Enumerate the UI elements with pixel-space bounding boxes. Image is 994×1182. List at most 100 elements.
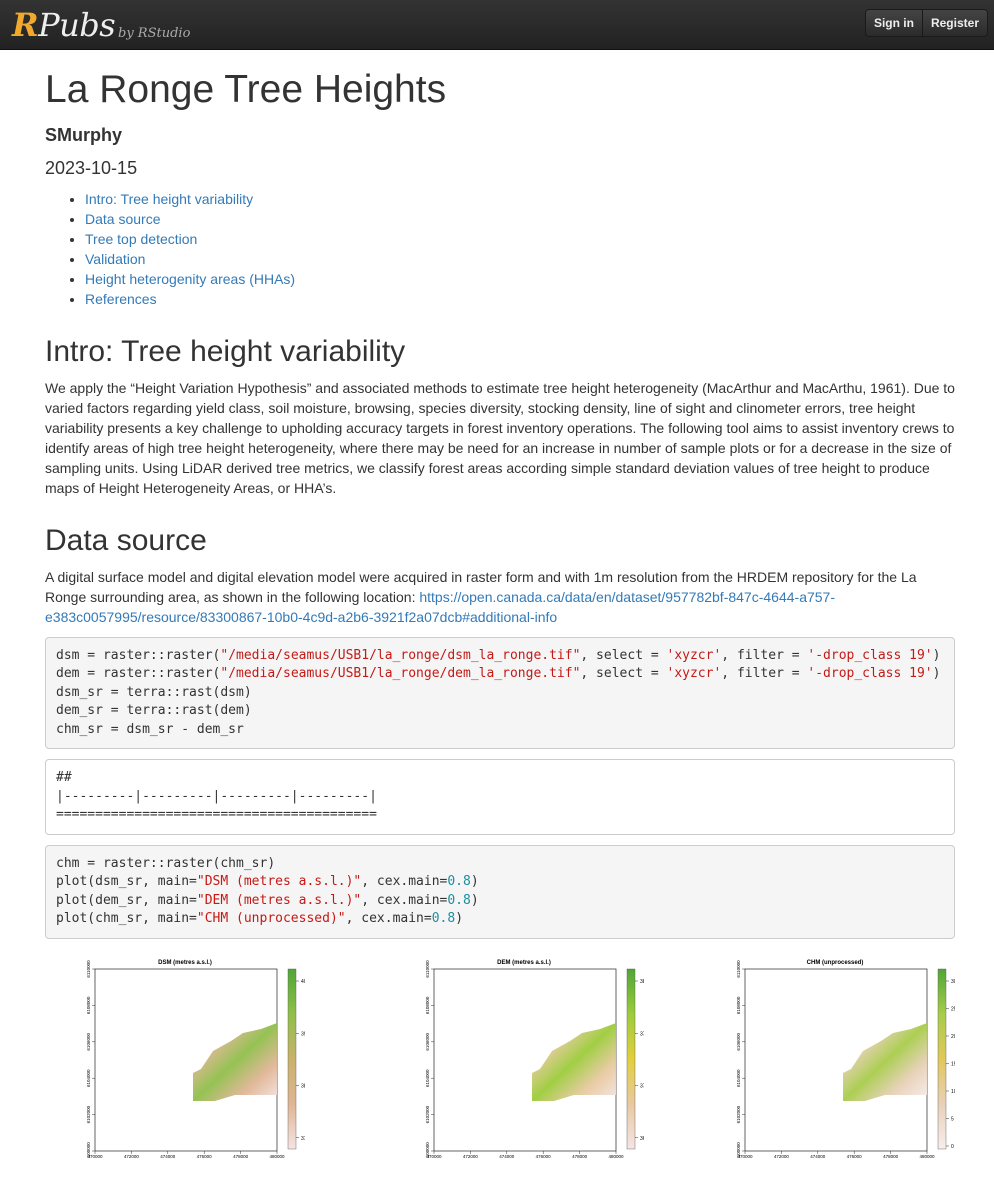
toc-link-validation[interactable]: Validation bbox=[85, 250, 146, 267]
code-token: , cex.main= bbox=[345, 911, 432, 927]
toc-item: Height heterogenity areas (HHAs) bbox=[85, 269, 955, 289]
x-tick-label: 480000 bbox=[919, 1154, 935, 1158]
y-tick-label: 6100000 bbox=[736, 1142, 741, 1158]
x-tick-label: 472000 bbox=[124, 1154, 140, 1158]
code-token: dsm_sr = terra::rast(dsm) bbox=[56, 684, 252, 700]
legend-label: 380 bbox=[640, 979, 644, 985]
y-tick-label: 6104000 bbox=[86, 1069, 91, 1087]
x-tick-label: 480000 bbox=[608, 1154, 624, 1158]
code-block-load-rasters[interactable]: dsm = raster::raster("/media/seamus/USB1… bbox=[45, 636, 955, 750]
code-block-plots[interactable]: chm = raster::raster(chm_sr) plot(dsm_sr… bbox=[45, 844, 955, 939]
toc-item: Validation bbox=[85, 249, 955, 269]
code-token: "DEM (metres a.s.l.)" bbox=[196, 892, 362, 908]
document-body: La Ronge Tree Heights SMurphy 2023-10-15… bbox=[45, 50, 957, 1160]
code-token: "CHM (unprocessed)" bbox=[196, 911, 346, 927]
section-heading-intro: Intro: Tree height variability bbox=[45, 334, 406, 368]
code-token: 0.8 bbox=[447, 892, 471, 908]
output-line: ## bbox=[56, 770, 72, 786]
y-tick-label: 6100000 bbox=[425, 1142, 430, 1158]
code-token: ) bbox=[932, 666, 941, 682]
output-line: ========================================… bbox=[56, 807, 377, 823]
code-token: '-drop_class 19' bbox=[807, 666, 933, 682]
hrdem-link[interactable]: https://open.canada.ca/data/en/dataset/9… bbox=[45, 588, 835, 625]
code-token: , filter = bbox=[721, 647, 808, 663]
register-button[interactable]: Register bbox=[921, 10, 987, 36]
y-tick-label: 6106000 bbox=[736, 1032, 741, 1050]
x-tick-label: 476000 bbox=[197, 1154, 213, 1158]
y-tick-label: 6102000 bbox=[86, 1105, 91, 1123]
legend-label: 370 bbox=[301, 1136, 305, 1142]
code-token: ) bbox=[470, 892, 479, 908]
legend-label: 365 bbox=[640, 1136, 644, 1142]
code-token: 'xyzcr' bbox=[666, 666, 722, 682]
y-tick-label: 6100000 bbox=[86, 1142, 91, 1158]
raster-plot: CHM (unprocessed) 30 25 20 15 10 5 0 470000 47200… bbox=[735, 953, 957, 1160]
y-tick-label: 6106000 bbox=[425, 1032, 430, 1050]
legend-label: 375 bbox=[640, 1031, 644, 1037]
x-tick-label: 474000 bbox=[810, 1154, 826, 1158]
y-tick-label: 6108000 bbox=[86, 996, 91, 1014]
x-tick-label: 470000 bbox=[737, 1154, 753, 1158]
y-tick-label: 6104000 bbox=[425, 1069, 430, 1087]
toc-link-intro[interactable]: Intro: Tree height variability bbox=[85, 190, 254, 207]
plot-title: DEM (metres a.s.l.) bbox=[497, 960, 551, 966]
legend-label: 10 bbox=[951, 1089, 955, 1095]
code-token: ) bbox=[470, 874, 479, 890]
date: 2023-10-15 bbox=[45, 157, 138, 178]
code-token: plot(dem_sr, main= bbox=[56, 892, 197, 908]
code-token: , cex.main= bbox=[361, 874, 448, 890]
y-tick-label: 6110000 bbox=[425, 960, 430, 978]
toc-link-data-source[interactable]: Data source bbox=[85, 210, 161, 227]
code-line: plot(dsm_sr, main="DSM (metres a.s.l.)",… bbox=[56, 874, 479, 889]
code-token: , cex.main= bbox=[361, 892, 448, 908]
code-token: '-drop_class 19' bbox=[807, 647, 933, 663]
intro-paragraph: We apply the “Height Variation Hypothesi… bbox=[45, 379, 955, 496]
legend-label: 25 bbox=[951, 1006, 955, 1012]
code-token: dsm = raster::raster( bbox=[56, 647, 221, 663]
code-line: plot(chm_sr, main="CHM (unprocessed)", c… bbox=[56, 911, 463, 926]
legend-label: 380 bbox=[301, 1083, 305, 1089]
table-of-contents: Intro: Tree height variability Data sour… bbox=[45, 189, 955, 309]
code-line: dem = raster::raster("/media/seamus/USB1… bbox=[56, 666, 940, 681]
code-token: ) bbox=[455, 911, 464, 927]
raster-footprint bbox=[193, 1022, 277, 1101]
code-token: , select = bbox=[580, 666, 667, 682]
section-heading-data-source: Data source bbox=[45, 523, 207, 557]
code-token: chm_sr = dsm_sr - dem_sr bbox=[56, 721, 244, 737]
output-block-progress: ## |---------|---------|---------|------… bbox=[45, 759, 955, 835]
code-line: dsm = raster::raster("/media/seamus/USB1… bbox=[56, 648, 940, 663]
data-source-text: A digital surface model and digital elev… bbox=[45, 568, 917, 605]
x-tick-label: 476000 bbox=[847, 1154, 863, 1158]
raster-plot: DSM (metres a.s.l.) 400 390 380 370 470000 472… bbox=[85, 953, 310, 1160]
code-token: "DSM (metres a.s.l.)" bbox=[196, 874, 362, 890]
legend-label: 400 bbox=[301, 979, 305, 985]
legend-label: 5 bbox=[951, 1116, 954, 1122]
x-tick-label: 470000 bbox=[87, 1154, 103, 1158]
x-tick-label: 472000 bbox=[774, 1154, 790, 1158]
legend-label: 0 bbox=[951, 1144, 954, 1150]
rpubs-logo[interactable]: RPubs bbox=[12, 6, 116, 44]
data-source-paragraph: A digital surface model and digital elev… bbox=[45, 567, 955, 627]
code-token: , filter = bbox=[721, 666, 808, 682]
author: SMurphy bbox=[45, 124, 123, 145]
y-tick-label: 6108000 bbox=[736, 996, 741, 1014]
toc-link-tree-top-detection[interactable]: Tree top detection bbox=[85, 230, 198, 247]
code-token: "/media/seamus/USB1/la_ronge/dem_la_rong… bbox=[220, 666, 581, 682]
top-navbar: RPubs by RStudio Sign in Register bbox=[0, 0, 994, 50]
legend-label: 20 bbox=[951, 1034, 955, 1040]
rstudio-byline: by RStudio bbox=[118, 26, 191, 41]
code-line: dsm_sr = terra::rast(dsm) bbox=[56, 685, 252, 700]
code-token: plot(chm_sr, main= bbox=[56, 911, 197, 927]
toc-item: Data source bbox=[85, 209, 955, 229]
code-line: chm = raster::raster(chm_sr) bbox=[56, 856, 275, 871]
legend-colorbar bbox=[937, 968, 947, 1150]
toc-link-hha[interactable]: Height heterogenity areas (HHAs) bbox=[85, 270, 296, 287]
raster-plot-svg: DSM (metres a.s.l.) 400 390 380 370 470000 472… bbox=[86, 960, 310, 1160]
toc-link-references[interactable]: References bbox=[85, 290, 157, 307]
page-title: La Ronge Tree Heights bbox=[45, 68, 447, 111]
x-tick-label: 478000 bbox=[883, 1154, 899, 1158]
sign-in-button[interactable]: Sign in bbox=[865, 10, 922, 36]
x-tick-label: 480000 bbox=[269, 1154, 285, 1158]
code-token: 0.8 bbox=[431, 911, 456, 927]
code-token: plot(dsm_sr, main= bbox=[56, 874, 197, 890]
